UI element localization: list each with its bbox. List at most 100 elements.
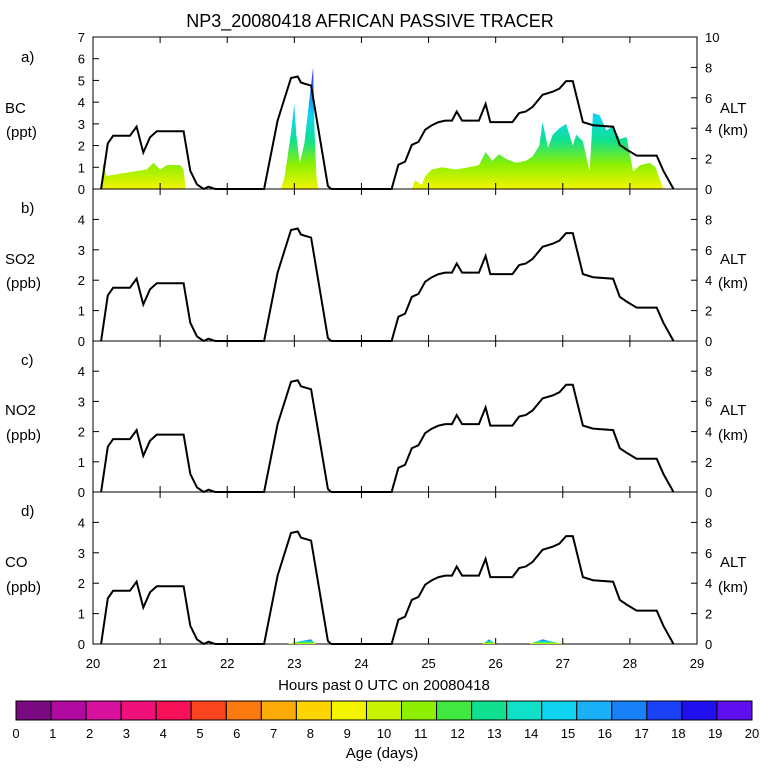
colorbar-swatch	[471, 700, 508, 721]
panel-a-ytick-label: 0	[78, 182, 85, 197]
colorbar-swatch	[436, 700, 473, 721]
colorbar-label: Age (days)	[346, 745, 419, 762]
panel-d-alt-label: ALT	[720, 554, 746, 571]
panel-a-alt-tick-label: 0	[705, 182, 712, 197]
colorbar-tick-label: 20	[745, 726, 759, 741]
panel-a-alt-units: (km)	[718, 122, 748, 139]
colorbar-tick-label: 14	[524, 726, 538, 741]
panel-c-frame	[92, 340, 698, 493]
colorbar-tick-label: 6	[233, 726, 240, 741]
panel-a: a) BC (ppt) ALT (km)	[5, 36, 748, 191]
x-tick-label: 25	[421, 656, 435, 671]
panel-b-yunits: (ppb)	[6, 275, 41, 292]
panel-a-ytick-label: 6	[78, 52, 85, 67]
panel-c-alt-tick-label: 2	[705, 455, 712, 470]
panel-d-tracer-area	[287, 639, 563, 644]
panel-d-ytick-label: 0	[78, 637, 85, 652]
colorbar-tick-label: 16	[598, 726, 612, 741]
colorbar-swatch	[155, 700, 192, 721]
colorbar-swatch	[225, 700, 262, 721]
colorbar-tick-label: 7	[270, 726, 277, 741]
colorbar-swatch	[330, 700, 367, 721]
x-tick-label: 28	[623, 656, 637, 671]
age-colorbar: 0 1 2 3 4 5 6 7 8 9 10 11 12 13 14 15 16 17 18 19 20	[12, 700, 759, 741]
panel-b-letter: b)	[21, 200, 34, 217]
x-tick-label: 27	[556, 656, 570, 671]
panel-b-ytick-label: 2	[78, 273, 85, 288]
panel-a-ytick-label: 7	[78, 30, 85, 45]
colorbar-swatch	[50, 700, 87, 721]
colorbar-swatch	[681, 700, 718, 721]
colorbar-swatch	[646, 700, 683, 721]
panel-c-ytick-label: 4	[78, 364, 85, 379]
panel-d-alt-units: (km)	[718, 579, 748, 596]
panel-b-alt-tick-label: 8	[705, 212, 712, 227]
x-axis-label: Hours past 0 UTC on 20080418	[278, 677, 490, 694]
panel-b-ytick-label: 1	[78, 304, 85, 319]
panel-b-alt-tick-label: 4	[705, 273, 712, 288]
panel-c-alt-tick-label: 8	[705, 364, 712, 379]
x-tick-label: 21	[153, 656, 167, 671]
panel-c-letter: c)	[21, 352, 34, 369]
colorbar-tick-label: 15	[561, 726, 575, 741]
panel-b-frame	[92, 188, 698, 342]
panel-b-ytick-label: 3	[78, 243, 85, 258]
panel-a-ylabel: BC	[5, 100, 26, 117]
panel-d-ytick-label: 4	[78, 515, 85, 530]
colorbar-tick-label: 2	[86, 726, 93, 741]
colorbar-swatch	[401, 700, 438, 721]
panel-a-alt-tick-label: 6	[705, 91, 712, 106]
panel-d-alt-tick-label: 6	[705, 546, 712, 561]
colorbar-swatch	[576, 700, 613, 721]
panel-c: c) NO2 (ppb) ALT (km)	[5, 340, 748, 494]
panel-a-alt-tick-label: 8	[705, 60, 712, 75]
panel-c-alt-tick-label: 4	[705, 425, 712, 440]
colorbar-swatch	[15, 700, 52, 721]
colorbar-tick-label: 17	[634, 726, 648, 741]
panel-a-ytick-label: 4	[78, 95, 85, 110]
panel-d-alt-tick-label: 0	[705, 637, 712, 652]
panel-b-alt-tick-label: 0	[705, 334, 712, 349]
colorbar-tick-label: 11	[414, 726, 428, 741]
panel-c-alt-label: ALT	[720, 402, 746, 419]
panel-c-alt-tick-label: 0	[705, 485, 712, 500]
panel-b-alt-tick-label: 6	[705, 243, 712, 258]
colorbar-tick-label: 19	[708, 726, 722, 741]
colorbar-swatch	[85, 700, 122, 721]
panel-a-letter: a)	[21, 49, 34, 66]
x-tick-label: 24	[354, 656, 368, 671]
panel-a-ytick-label: 5	[78, 73, 85, 88]
panel-d-letter: d)	[21, 503, 34, 520]
panel-a-yunits: (ppt)	[6, 124, 37, 141]
panel-c-alt-tick-label: 6	[705, 394, 712, 409]
colorbar-swatch	[541, 700, 578, 721]
panel-a-altitude-line	[100, 75, 675, 191]
x-tick-label: 22	[220, 656, 234, 671]
x-tick-label: 29	[690, 656, 704, 671]
panel-a-alt-tick-label: 4	[705, 121, 712, 136]
panel-c-yunits: (ppb)	[6, 427, 41, 444]
panel-c-altitude-line	[100, 379, 675, 494]
colorbar-swatch	[295, 700, 332, 721]
colorbar-tick-label: 0	[12, 726, 19, 741]
panel-b-alt-label: ALT	[720, 251, 746, 268]
panel-c-alt-units: (km)	[718, 427, 748, 444]
x-tick-label: 23	[287, 656, 301, 671]
colorbar-tick-label: 9	[344, 726, 351, 741]
colorbar-tick-label: 4	[160, 726, 167, 741]
colorbar-swatch	[190, 700, 227, 721]
colorbar-swatch	[611, 700, 648, 721]
panel-d-frame	[92, 491, 698, 645]
colorbar-tick-label: 12	[450, 726, 464, 741]
panel-b-alt-units: (km)	[718, 275, 748, 292]
colorbar-swatch	[365, 700, 403, 721]
panel-a-alt-tick-label: 2	[705, 152, 712, 167]
panel-d: d) CO (ppb) ALT (km)	[5, 491, 748, 646]
colorbar-tick-label: 18	[671, 726, 685, 741]
panel-d-alt-tick-label: 2	[705, 607, 712, 622]
panel-a-alt-label: ALT	[720, 100, 746, 117]
panel-b-altitude-line	[100, 227, 675, 343]
colorbar-swatch	[120, 700, 157, 721]
colorbar-tick-label: 8	[307, 726, 314, 741]
